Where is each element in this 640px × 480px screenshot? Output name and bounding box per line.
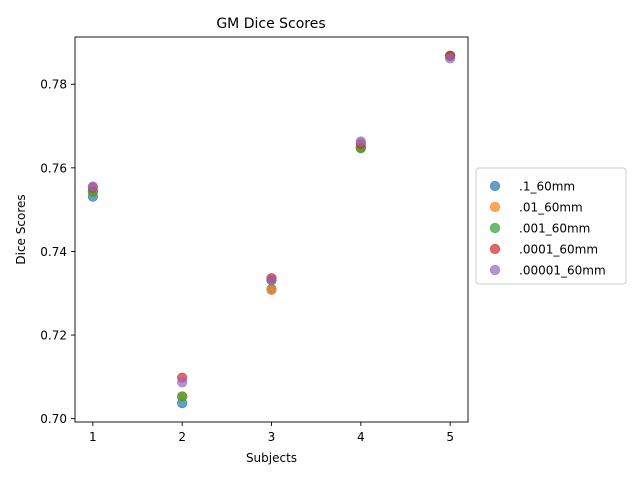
legend-marker (489, 264, 501, 276)
y-tick-label: 0.78 (40, 78, 67, 92)
y-tick-label: 0.74 (40, 245, 67, 259)
legend-entry-label: .001_60mm (519, 222, 590, 236)
data-point (266, 275, 277, 286)
y-tick-label: 0.70 (40, 412, 67, 426)
legend-marker (489, 201, 501, 213)
data-point (355, 136, 366, 147)
legend-marker (489, 222, 501, 234)
data-point (266, 284, 277, 296)
legend-entry-label: .1_60mm (519, 180, 575, 194)
legend-box (475, 167, 627, 285)
y-axis-ticks: 0.70 0.72 0.74 0.76 0.78 (40, 78, 75, 426)
y-axis-label: Dice Scores (14, 194, 28, 264)
plot-area (74, 36, 469, 423)
axes-frame (74, 36, 469, 423)
legend-entry-label: .01_60mm (519, 201, 583, 215)
x-tick-label: 1 (89, 430, 97, 444)
x-tick-label: 3 (268, 430, 276, 444)
data-point (177, 377, 188, 388)
legend: .1_60mm .01_60mm .001_60mm .0001_60mm .00001… (475, 167, 627, 285)
x-tick-label: 5 (446, 430, 454, 444)
x-tick-label: 2 (178, 430, 186, 444)
chart-title: GM Dice Scores (216, 16, 325, 32)
legend-marker (489, 243, 501, 255)
y-tick-label: 0.72 (40, 329, 67, 343)
x-axis-label: Subjects (246, 451, 297, 465)
x-axis-ticks: 1 2 3 4 5 (89, 422, 454, 444)
x-tick-label: 4 (357, 430, 365, 444)
data-point (87, 181, 98, 192)
legend-entry-label: .0001_60mm (519, 243, 598, 257)
data-point (177, 391, 188, 402)
legend-entry-label: .00001_60mm (519, 264, 606, 278)
y-tick-label: 0.76 (40, 161, 67, 175)
legend-marker (489, 180, 501, 192)
data-point (445, 53, 456, 64)
